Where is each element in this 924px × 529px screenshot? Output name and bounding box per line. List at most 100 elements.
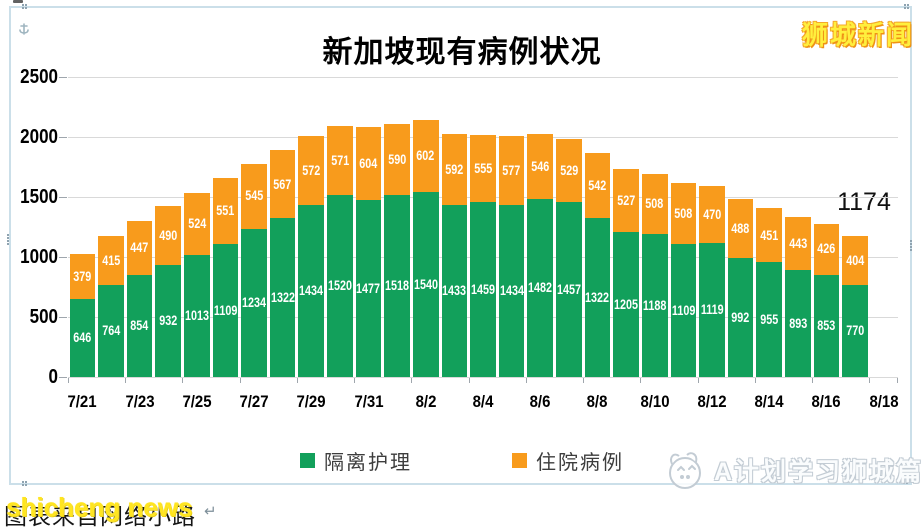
hospitalized-segment[interactable]: 602 — [412, 119, 439, 193]
legend-item-isolation[interactable]: 隔离护理 — [300, 446, 412, 475]
x-axis-label: 8/10 — [640, 392, 670, 411]
hospitalized-swatch — [512, 453, 527, 468]
isolation-care-segment[interactable]: 1013 — [183, 255, 210, 377]
chart-object-frame[interactable] — [9, 6, 912, 485]
isolation-care-segment[interactable]: 893 — [785, 269, 811, 377]
hospitalized-segment[interactable]: 529 — [556, 138, 582, 203]
hospitalized-segment[interactable]: 577 — [498, 135, 525, 205]
object-anchor-icon — [19, 23, 29, 35]
hospitalized-segment[interactable]: 443 — [785, 216, 811, 270]
bar-value-label: 490 — [159, 228, 178, 244]
hospitalized-segment[interactable]: 508 — [670, 182, 697, 244]
hospitalized-segment[interactable]: 404 — [842, 236, 868, 285]
isolation-care-segment[interactable]: 1482 — [527, 199, 554, 377]
hospitalized-segment[interactable]: 488 — [727, 199, 754, 258]
isolation-care-segment[interactable]: 1109 — [212, 243, 239, 377]
x-axis-label: 8/14 — [754, 392, 784, 411]
isolation-care-segment[interactable]: 646 — [69, 299, 96, 377]
hospitalized-segment[interactable]: 545 — [241, 163, 267, 229]
isolation-care-segment[interactable]: 1433 — [441, 205, 468, 377]
bar-value-label: 567 — [273, 176, 292, 192]
bar-value-label: 404 — [846, 252, 865, 268]
hospitalized-segment[interactable]: 567 — [269, 150, 296, 219]
bar-value-label: 955 — [760, 311, 779, 327]
isolation-care-segment[interactable]: 1322 — [584, 218, 611, 377]
hospitalized-segment[interactable]: 451 — [756, 208, 782, 263]
hospitalized-segment[interactable]: 527 — [613, 169, 639, 233]
resize-handle-mid-left[interactable] — [7, 234, 9, 236]
resize-handle-bottom-right[interactable] — [903, 479, 905, 481]
bar-value-label: 545 — [245, 188, 264, 204]
resize-handle-bottom-left[interactable] — [22, 481, 24, 483]
hospitalized-segment[interactable]: 447 — [126, 220, 153, 275]
y-axis-label: 2500 — [20, 66, 59, 88]
isolation-care-segment[interactable]: 932 — [155, 265, 181, 377]
bar-value-label: 853 — [817, 318, 836, 334]
x-axis-tick — [182, 378, 184, 383]
hospitalized-segment[interactable]: 592 — [441, 134, 468, 206]
bar-value-label: 854 — [130, 318, 149, 334]
bar-value-label: 379 — [73, 269, 92, 284]
y-axis-tick — [59, 317, 67, 318]
x-axis-label: 7/23 — [124, 392, 155, 411]
resize-handle-top-right[interactable] — [904, 4, 906, 6]
isolation-care-segment[interactable]: 770 — [842, 284, 868, 377]
isolation-care-segment[interactable]: 1434 — [298, 204, 325, 377]
hospitalized-segment[interactable]: 415 — [98, 235, 124, 286]
bar-value-label: 1434 — [299, 283, 324, 299]
isolation-care-segment[interactable]: 992 — [727, 257, 754, 377]
bar-value-label: 1322 — [585, 289, 610, 305]
isolation-care-segment[interactable]: 1322 — [269, 218, 296, 377]
hospitalized-segment[interactable]: 546 — [527, 133, 554, 200]
isolation-care-segment[interactable]: 853 — [813, 274, 840, 377]
isolation-care-segment[interactable]: 1459 — [470, 201, 496, 377]
x-axis-tick — [125, 378, 127, 383]
cartoon-lion-face-icon — [669, 452, 701, 489]
resize-handle-mid-right[interactable] — [910, 240, 912, 242]
bar-value-label: 592 — [445, 161, 464, 177]
hospitalized-segment[interactable]: 571 — [327, 126, 353, 195]
hospitalized-segment[interactable]: 490 — [155, 206, 181, 266]
bar-value-label: 1434 — [499, 283, 524, 299]
gridline-2500 — [68, 77, 898, 78]
bar-value-label: 1234 — [242, 295, 267, 311]
bar-group-23: 1119 470 — [699, 186, 725, 377]
hospitalized-segment[interactable]: 604 — [355, 127, 382, 200]
isolation-care-segment[interactable]: 1520 — [327, 194, 353, 377]
isolation-care-segment[interactable]: 1457 — [556, 202, 582, 377]
isolation-care-segment[interactable]: 1518 — [384, 194, 410, 377]
legend-item-hospitalized[interactable]: 住院病例 — [512, 446, 624, 475]
hospitalized-segment[interactable]: 551 — [212, 177, 239, 244]
isolation-care-segment[interactable]: 1205 — [613, 232, 639, 377]
hospitalized-segment[interactable]: 379 — [69, 254, 96, 300]
bar-group-3: 854 447 — [126, 220, 153, 377]
isolation-care-segment[interactable]: 854 — [126, 274, 153, 377]
hospitalized-segment[interactable]: 470 — [699, 186, 725, 243]
isolation-care-segment[interactable]: 764 — [98, 285, 124, 377]
hospitalized-segment[interactable]: 572 — [298, 136, 325, 205]
hospitalized-segment[interactable]: 590 — [384, 124, 410, 195]
isolation-care-segment[interactable]: 1540 — [412, 192, 439, 377]
isolation-care-segment[interactable]: 1234 — [241, 228, 267, 377]
hospitalized-segment[interactable]: 426 — [813, 223, 840, 275]
isolation-care-segment[interactable]: 1119 — [699, 242, 725, 377]
isolation-care-segment[interactable]: 1109 — [670, 243, 697, 377]
hospitalized-segment[interactable]: 508 — [641, 173, 668, 235]
x-axis-tick — [525, 378, 527, 383]
x-axis-label: 8/4 — [472, 392, 494, 411]
paragraph-return-mark: ↵ — [204, 503, 217, 520]
resize-handle-top-left[interactable] — [22, 4, 24, 6]
y-axis-label: 2000 — [20, 126, 59, 148]
bar-value-label: 604 — [359, 155, 378, 171]
bar-value-label: 508 — [674, 205, 693, 221]
bar-value-label: 1109 — [213, 302, 238, 318]
hospitalized-segment[interactable]: 524 — [183, 192, 210, 256]
isolation-care-segment[interactable]: 1434 — [498, 204, 525, 377]
x-axis-tick — [869, 378, 871, 383]
hospitalized-segment[interactable]: 542 — [584, 153, 611, 219]
isolation-care-segment[interactable]: 955 — [756, 262, 782, 377]
isolation-care-segment[interactable]: 1477 — [355, 199, 382, 377]
bar-group-17: 1482 546 — [527, 133, 554, 377]
hospitalized-segment[interactable]: 555 — [470, 135, 496, 202]
isolation-care-segment[interactable]: 1188 — [641, 234, 668, 377]
